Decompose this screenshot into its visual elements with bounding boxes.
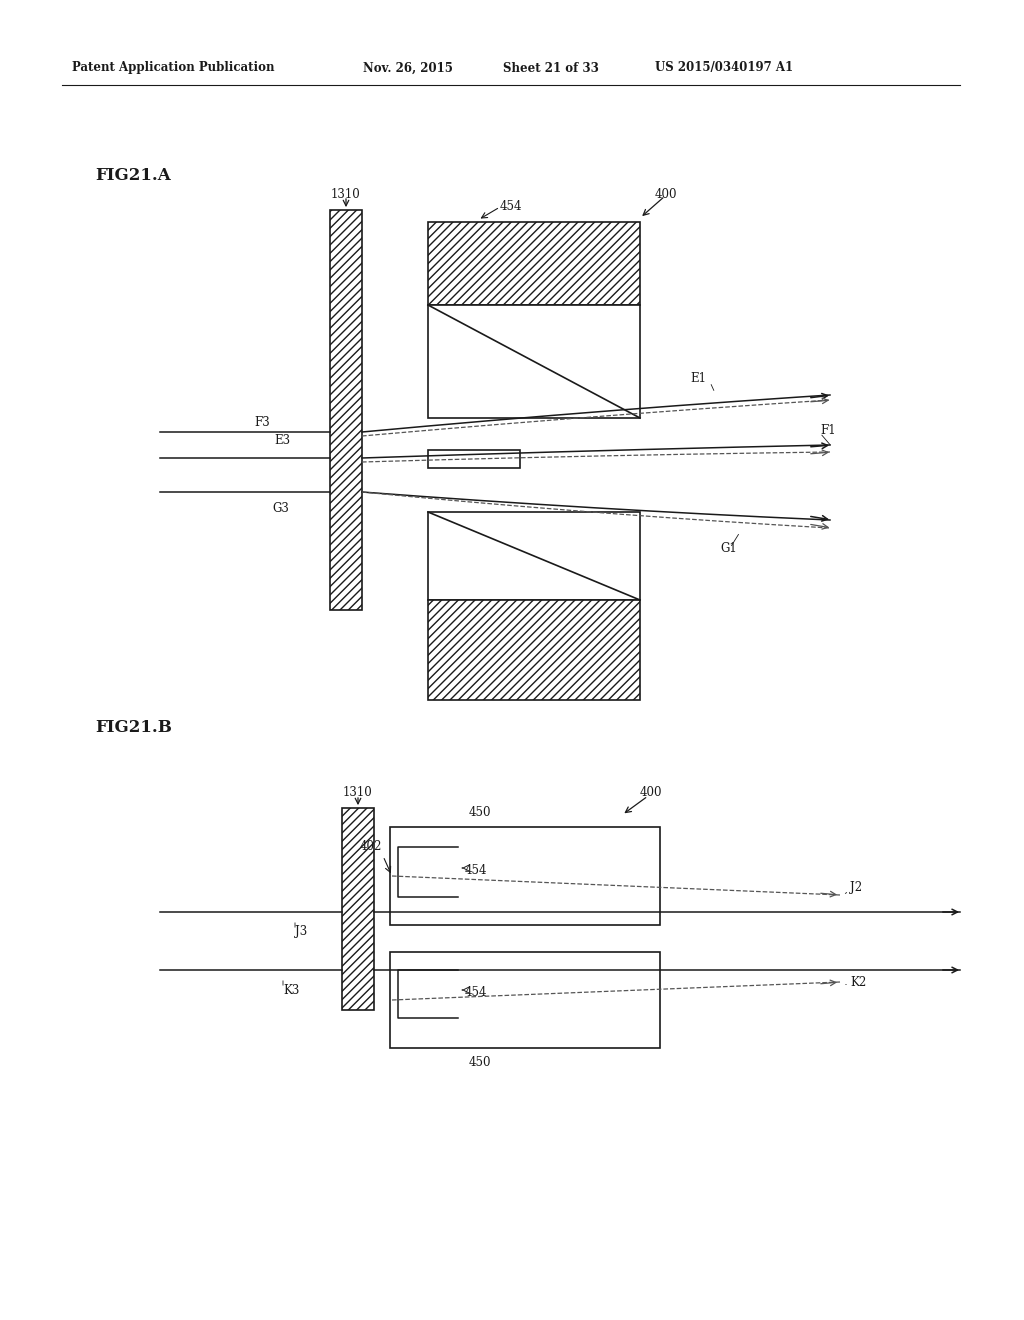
Text: FIG21.A: FIG21.A <box>95 166 171 183</box>
Text: 454: 454 <box>500 201 522 214</box>
Text: 450: 450 <box>469 1056 492 1068</box>
Text: 450: 450 <box>469 805 492 818</box>
Text: E3: E3 <box>273 433 290 446</box>
Bar <box>428 450 520 469</box>
Text: 454: 454 <box>465 986 487 998</box>
Text: Sheet 21 of 33: Sheet 21 of 33 <box>503 62 599 74</box>
Text: J2: J2 <box>850 882 862 895</box>
Text: 400: 400 <box>655 189 678 202</box>
Text: 1310: 1310 <box>331 189 360 202</box>
Text: K3: K3 <box>283 983 299 997</box>
Text: F3: F3 <box>254 417 270 429</box>
Bar <box>428 601 640 700</box>
Text: FIG21.B: FIG21.B <box>95 719 172 737</box>
Text: 454: 454 <box>465 863 487 876</box>
Text: Nov. 26, 2015: Nov. 26, 2015 <box>362 62 453 74</box>
Bar <box>390 952 660 1048</box>
Text: J3: J3 <box>295 925 307 939</box>
Bar <box>342 808 374 1010</box>
Bar <box>330 210 362 610</box>
Text: E1: E1 <box>690 371 706 384</box>
Text: 400: 400 <box>640 787 663 800</box>
Bar <box>428 222 640 305</box>
Text: G1: G1 <box>720 541 736 554</box>
Text: 402: 402 <box>359 841 382 854</box>
Bar <box>428 305 640 418</box>
Bar <box>428 512 640 601</box>
Text: G3: G3 <box>272 502 289 515</box>
Bar <box>330 210 362 610</box>
Bar <box>428 601 640 700</box>
Text: F1: F1 <box>820 424 836 437</box>
Bar <box>428 222 640 305</box>
Text: US 2015/0340197 A1: US 2015/0340197 A1 <box>655 62 794 74</box>
Text: K2: K2 <box>850 975 866 989</box>
Bar <box>342 808 374 1010</box>
Text: 1310: 1310 <box>343 787 373 800</box>
Text: Patent Application Publication: Patent Application Publication <box>72 62 274 74</box>
Bar <box>390 828 660 925</box>
